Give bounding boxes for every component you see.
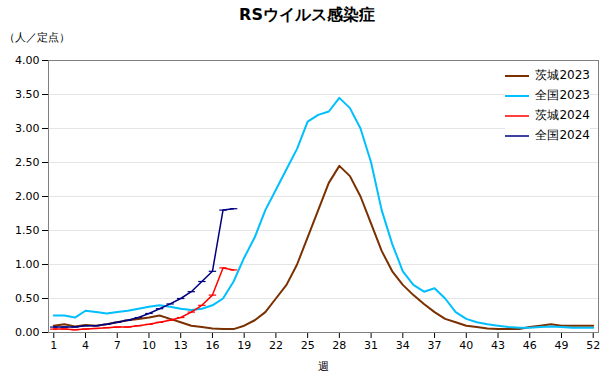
svg-text:0.50: 0.50	[15, 292, 40, 305]
svg-text:31: 31	[364, 339, 378, 352]
svg-text:28: 28	[332, 339, 346, 352]
html-text:RSウイルス感染症: RSウイルス感染症	[239, 5, 375, 24]
svg-text:16: 16	[205, 339, 219, 352]
svg-text:40: 40	[459, 339, 473, 352]
svg-text:0.00: 0.00	[15, 326, 40, 339]
svg-text:22: 22	[269, 339, 283, 352]
svg-text:4.00: 4.00	[15, 54, 40, 67]
svg-text:2.00: 2.00	[15, 190, 40, 203]
svg-text:19: 19	[237, 339, 251, 352]
svg-text:（人／定点）: （人／定点）	[4, 31, 70, 44]
svg-text:1: 1	[50, 339, 57, 352]
svg-text:43: 43	[491, 339, 505, 352]
html-text:全国2024: 全国2024	[535, 128, 590, 142]
svg-text:7: 7	[114, 339, 121, 352]
svg-text:49: 49	[554, 339, 568, 352]
svg-text:37: 37	[428, 339, 442, 352]
html-text:全国2023: 全国2023	[535, 88, 590, 102]
svg-text:3.00: 3.00	[15, 122, 40, 135]
svg-text:52: 52	[586, 339, 600, 352]
svg-text:週: 週	[318, 360, 329, 372]
svg-text:10: 10	[142, 339, 156, 352]
html-text:茨城2023: 茨城2023	[535, 68, 590, 82]
svg-text:1.00: 1.00	[15, 258, 40, 271]
svg-text:3.50: 3.50	[15, 88, 40, 101]
svg-text:46: 46	[523, 339, 537, 352]
svg-text:4: 4	[82, 339, 89, 352]
html-text:茨城2024: 茨城2024	[535, 108, 590, 122]
svg-text:34: 34	[396, 339, 410, 352]
svg-text:2.50: 2.50	[15, 156, 40, 169]
svg-text:13: 13	[174, 339, 188, 352]
svg-text:25: 25	[301, 339, 315, 352]
svg-text:1.50: 1.50	[15, 224, 40, 237]
